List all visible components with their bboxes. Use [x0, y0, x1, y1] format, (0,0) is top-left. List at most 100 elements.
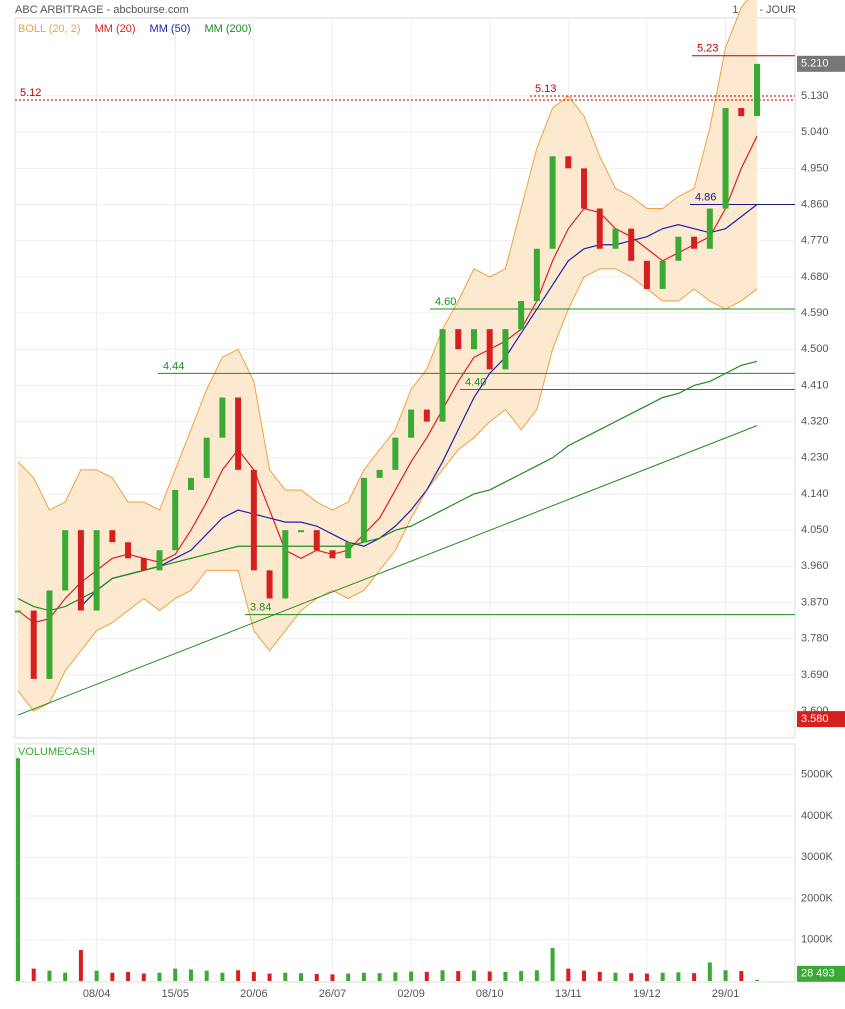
level-label: 3.84: [250, 601, 271, 613]
candle: [628, 228, 635, 261]
volume-frame: [14, 743, 796, 983]
volume-bar: [220, 972, 225, 981]
candle: [565, 156, 572, 169]
volume-bar: [16, 758, 20, 981]
price-tag: [797, 55, 845, 72]
candle: [738, 108, 745, 117]
candle: [486, 329, 493, 370]
level-label: 5.13: [535, 83, 556, 95]
volume-bar: [566, 968, 571, 981]
y-tick-label: 3.690: [801, 669, 829, 681]
marks-layer: [15, 63, 760, 981]
lines-layer: [15, 55, 795, 716]
volume-bar: [597, 971, 602, 981]
ma-line: [17, 360, 758, 612]
volume-bar: [110, 972, 115, 981]
candle: [439, 329, 446, 422]
x-tick-label: 29/01: [712, 988, 740, 1000]
volume-bar: [739, 971, 744, 981]
volume-bar: [755, 979, 759, 981]
level-label: 4.86: [695, 191, 716, 203]
x-tick-label: 15/05: [161, 988, 189, 1000]
volume-bar: [550, 947, 555, 981]
volume-bar: [534, 970, 539, 981]
volume-bar: [94, 970, 99, 981]
candle: [46, 590, 53, 679]
price-tag-label: 5.210: [801, 58, 829, 70]
y-tick-label: 4.140: [801, 488, 829, 500]
candle: [455, 329, 462, 350]
candle: [754, 63, 760, 117]
y-tick-label: 4.500: [801, 343, 829, 355]
volume-bar: [440, 970, 445, 981]
candle: [250, 469, 257, 571]
y-tick-label: 2000K: [801, 892, 833, 904]
x-tick-label: 13/11: [555, 988, 582, 1000]
candle: [77, 530, 84, 611]
candle: [282, 530, 289, 599]
volume-bar: [141, 973, 146, 981]
band-layer: [17, 0, 758, 712]
trendline: [17, 425, 758, 716]
candle: [423, 409, 430, 422]
candle: [675, 236, 682, 261]
candle: [659, 260, 666, 289]
volume-bar: [361, 972, 366, 981]
candle: [376, 469, 383, 478]
volume-bar: [644, 973, 649, 981]
header-title: ABC ARBITRAGE - abcbourse.com: [15, 4, 189, 16]
candle: [140, 558, 147, 571]
candle: [203, 437, 210, 478]
candle: [313, 530, 320, 551]
candle: [706, 208, 713, 249]
level-label: 4.44: [163, 360, 184, 372]
volume-bar: [314, 973, 319, 981]
volume-bar: [126, 971, 131, 981]
y-tick-label: 4.410: [801, 379, 829, 391]
volume-bar: [236, 970, 241, 981]
legend-entry: MM (20): [95, 23, 136, 35]
candle: [643, 260, 650, 289]
candle: [518, 301, 525, 330]
y-tick-label: 3.960: [801, 560, 829, 572]
price-frame: [14, 17, 796, 739]
volume-bar: [157, 972, 162, 981]
level-label: 4.40: [465, 376, 486, 388]
candle: [470, 329, 477, 350]
volume-tag-label: 28 493: [801, 968, 835, 980]
level-label: 4.60: [435, 296, 456, 308]
volume-bar: [456, 971, 461, 981]
volume-bar: [692, 973, 697, 981]
candle: [612, 228, 619, 249]
volume-bar: [299, 973, 304, 981]
volume-bar: [676, 972, 681, 981]
y-tick-label: 4.320: [801, 416, 829, 428]
price-tag: [797, 711, 845, 728]
legend-entry: MM (200): [204, 23, 251, 35]
y-tick-label: 5000K: [801, 769, 833, 781]
volume-title: VOLUMECASH: [18, 746, 95, 758]
band-fill: [18, 0, 757, 712]
price-tag-label: 3.580: [801, 713, 829, 725]
candle: [93, 530, 100, 611]
x-tick-label: 02/09: [397, 988, 425, 1000]
candle: [219, 397, 226, 438]
volume-bar: [424, 971, 429, 981]
legend-entry: MM (50): [150, 23, 191, 35]
candle: [235, 397, 242, 470]
volume-bar: [519, 971, 524, 981]
candle: [15, 610, 21, 613]
y-tick-label: 4.950: [801, 162, 829, 174]
candle: [125, 542, 132, 559]
y-tick-label: 3.870: [801, 596, 829, 608]
grid-layer: [15, 18, 795, 982]
candle: [62, 530, 69, 591]
volume-bar: [582, 970, 587, 981]
candle: [502, 329, 509, 370]
volume-bar: [707, 962, 712, 981]
volume-bar: [204, 970, 209, 981]
candle: [298, 530, 305, 533]
volume-bar: [613, 972, 618, 981]
candle: [345, 542, 352, 559]
